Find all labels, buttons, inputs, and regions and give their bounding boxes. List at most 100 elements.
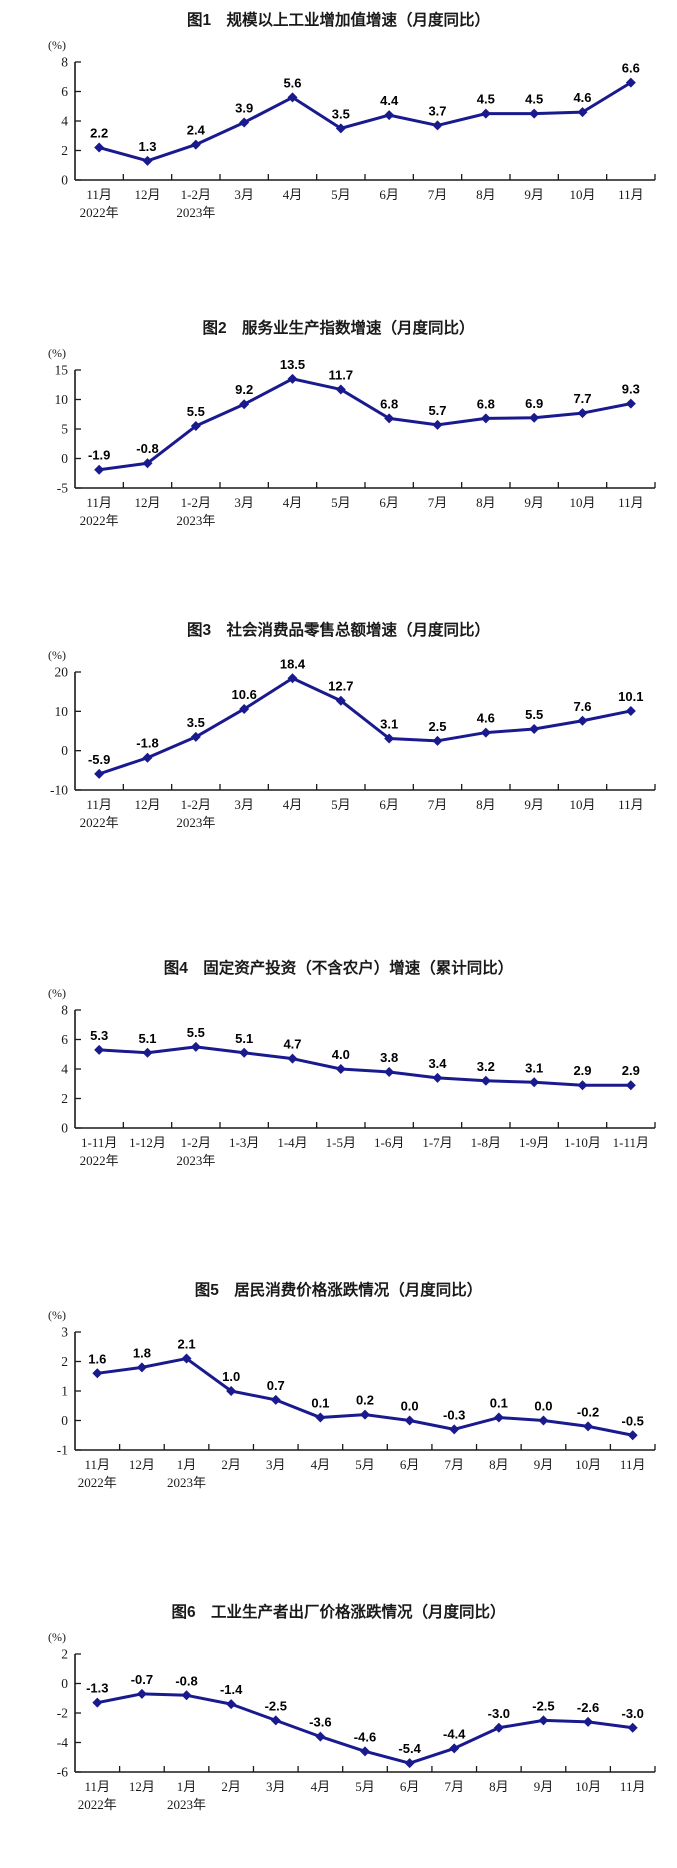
y-tick-label: 0 — [61, 1121, 68, 1136]
x-tick-label: 11月 — [618, 495, 644, 510]
data-point-marker — [94, 768, 105, 779]
x-tick-label: 1-2月 — [181, 495, 211, 510]
x-tick-label: 3月 — [266, 1457, 286, 1472]
y-axis: 0 2 4 6 8 — [61, 1003, 81, 1136]
x-tick-labels: 11月 12月 1-2月 3月 4月 5月 6月 7月 8月 9月 10月 11月 2022年 2023年 — [80, 187, 644, 220]
data-point-marker — [529, 108, 540, 119]
x-tick-label: 12月 — [129, 1779, 155, 1794]
x-tick-label: 1-11月 — [613, 1135, 649, 1150]
value-label: 1.6 — [88, 1351, 106, 1366]
value-label: -1.4 — [220, 1682, 243, 1697]
value-label: 2.5 — [428, 719, 446, 734]
x-tick-label: 4月 — [311, 1779, 331, 1794]
y-axis-unit-label: (%) — [48, 38, 66, 52]
y-tick-label: 2 — [61, 1354, 68, 1369]
y-tick-label: 0 — [61, 743, 68, 758]
value-label: 3.9 — [235, 100, 253, 115]
x-tick-label: 9月 — [534, 1457, 554, 1472]
data-point-marker — [432, 735, 443, 746]
data-series-line — [97, 676, 633, 776]
value-label: -2.6 — [577, 1700, 599, 1715]
data-point-marker — [449, 1743, 460, 1754]
value-label: 4.6 — [477, 711, 495, 726]
data-point-marker — [432, 120, 443, 131]
x-tick-label: 6月 — [400, 1457, 420, 1472]
data-point-marker — [360, 1409, 370, 1420]
value-label: 3.7 — [428, 103, 446, 118]
value-label: 6.9 — [525, 396, 543, 411]
x-tick-label: 8月 — [489, 1779, 509, 1794]
data-point-marker — [625, 1080, 636, 1091]
figure-fixed-asset-investment-chart: 图4 固定资产投资（不含农户）增速（累计同比） (%) 0 2 4 6 8 1-11月 1-1… — [0, 956, 677, 1186]
data-point-marker — [190, 1041, 201, 1052]
data-point-marker — [384, 413, 395, 424]
x-tick-label: 5月 — [355, 1457, 375, 1472]
value-label: 7.6 — [573, 699, 591, 714]
value-label: 9.2 — [235, 382, 253, 397]
value-label: -3.0 — [621, 1706, 643, 1721]
figure-industrial-output-chart: 图1 规模以上工业增加值增速（月度同比） (%) 0 2 4 6 8 11月 12月 1-2月 3… — [0, 8, 677, 238]
x-tick-label: 1-2月 — [181, 797, 211, 812]
x-axis — [75, 1122, 656, 1129]
data-point-marker — [493, 1412, 504, 1423]
x-tick-label: 1-2月 — [181, 1135, 211, 1150]
data-point-marker — [529, 724, 540, 735]
y-axis-unit-label: (%) — [48, 1630, 66, 1644]
value-label: -0.8 — [136, 441, 158, 456]
value-label: -0.7 — [131, 1672, 153, 1687]
x-tick-label: 12月 — [134, 187, 160, 202]
value-label: -4.6 — [354, 1729, 376, 1744]
y-tick-label: 6 — [61, 1032, 68, 1047]
y-tick-label: 8 — [61, 55, 68, 70]
data-point-marker — [625, 398, 636, 409]
x-tick-label: 12月 — [134, 797, 160, 812]
x-tick-label: 8月 — [476, 797, 496, 812]
value-label: 11.7 — [329, 367, 354, 382]
data-point-marker — [360, 1746, 370, 1757]
data-point-marker — [335, 384, 346, 395]
value-label: -4.4 — [443, 1726, 466, 1741]
data-point-marker — [577, 107, 588, 118]
value-label: -2.5 — [265, 1698, 287, 1713]
figure-ppi-chart: 图6 工业生产者出厂价格涨跌情况（月度同比） (%) -6 -4 -2 0 2 11月 12月… — [0, 1600, 677, 1830]
x-tick-label: 4月 — [283, 797, 303, 812]
x-tick-label: 1-10月 — [564, 1135, 601, 1150]
x-tick-label: 3月 — [234, 495, 254, 510]
x-axis-year-label: 2023年 — [176, 815, 215, 830]
x-tick-label: 4月 — [283, 187, 303, 202]
x-tick-label: 11月 — [85, 1779, 111, 1794]
value-label: 0.1 — [311, 1396, 329, 1411]
data-point-marker — [335, 1064, 346, 1074]
value-label: 2.9 — [622, 1063, 640, 1078]
x-tick-label: 5月 — [331, 495, 351, 510]
chart-title: 图6 工业生产者出厂价格涨跌情况（月度同比） — [171, 1604, 506, 1621]
x-tick-labels: 11月 12月 1-2月 3月 4月 5月 6月 7月 8月 9月 10月 11月 2022年 2023年 — [80, 797, 644, 830]
x-tick-label: 10月 — [569, 187, 595, 202]
y-axis-unit-label: (%) — [48, 986, 66, 1000]
y-axis: -6 -4 -2 0 2 — [57, 1647, 81, 1780]
x-tick-label: 9月 — [524, 495, 544, 510]
y-axis: -1 0 1 2 3 — [57, 1325, 81, 1458]
x-tick-label: 11月 — [618, 797, 644, 812]
data-point-marker — [625, 77, 636, 88]
value-label: 5.1 — [138, 1031, 156, 1046]
value-label: 5.1 — [235, 1031, 253, 1046]
value-labels: -1.3 -0.7 -0.8 -1.4 -2.5 -3.6 -4.6 -5.4 -4.4 -3.0… — [86, 1672, 644, 1756]
figure-services-index-chart: 图2 服务业生产指数增速（月度同比） (%) -5 0 5 10 15 11月 12月 1-2月… — [0, 316, 677, 546]
x-tick-label: 11月 — [86, 187, 112, 202]
svg-text:(%): (%) — [48, 1308, 66, 1322]
value-label: 5.5 — [187, 1025, 205, 1040]
data-point-marker — [270, 1394, 281, 1405]
x-tick-label: 11月 — [86, 495, 112, 510]
data-point-marker — [627, 1722, 638, 1733]
x-tick-label: 5月 — [331, 797, 351, 812]
value-label: 0.2 — [356, 1393, 374, 1408]
x-tick-label: 3月 — [266, 1779, 286, 1794]
chart-canvas: (%) -5 0 5 10 15 11月 12月 1-2月 3月 4月 5月 6月 7月 8月 9月 10月 11… — [9, 340, 669, 546]
x-tick-label: 1-6月 — [374, 1135, 404, 1150]
x-tick-label: 11月 — [86, 797, 112, 812]
value-label: 10.6 — [232, 687, 257, 702]
data-point-markers — [94, 673, 636, 779]
data-point-marker — [190, 731, 201, 742]
